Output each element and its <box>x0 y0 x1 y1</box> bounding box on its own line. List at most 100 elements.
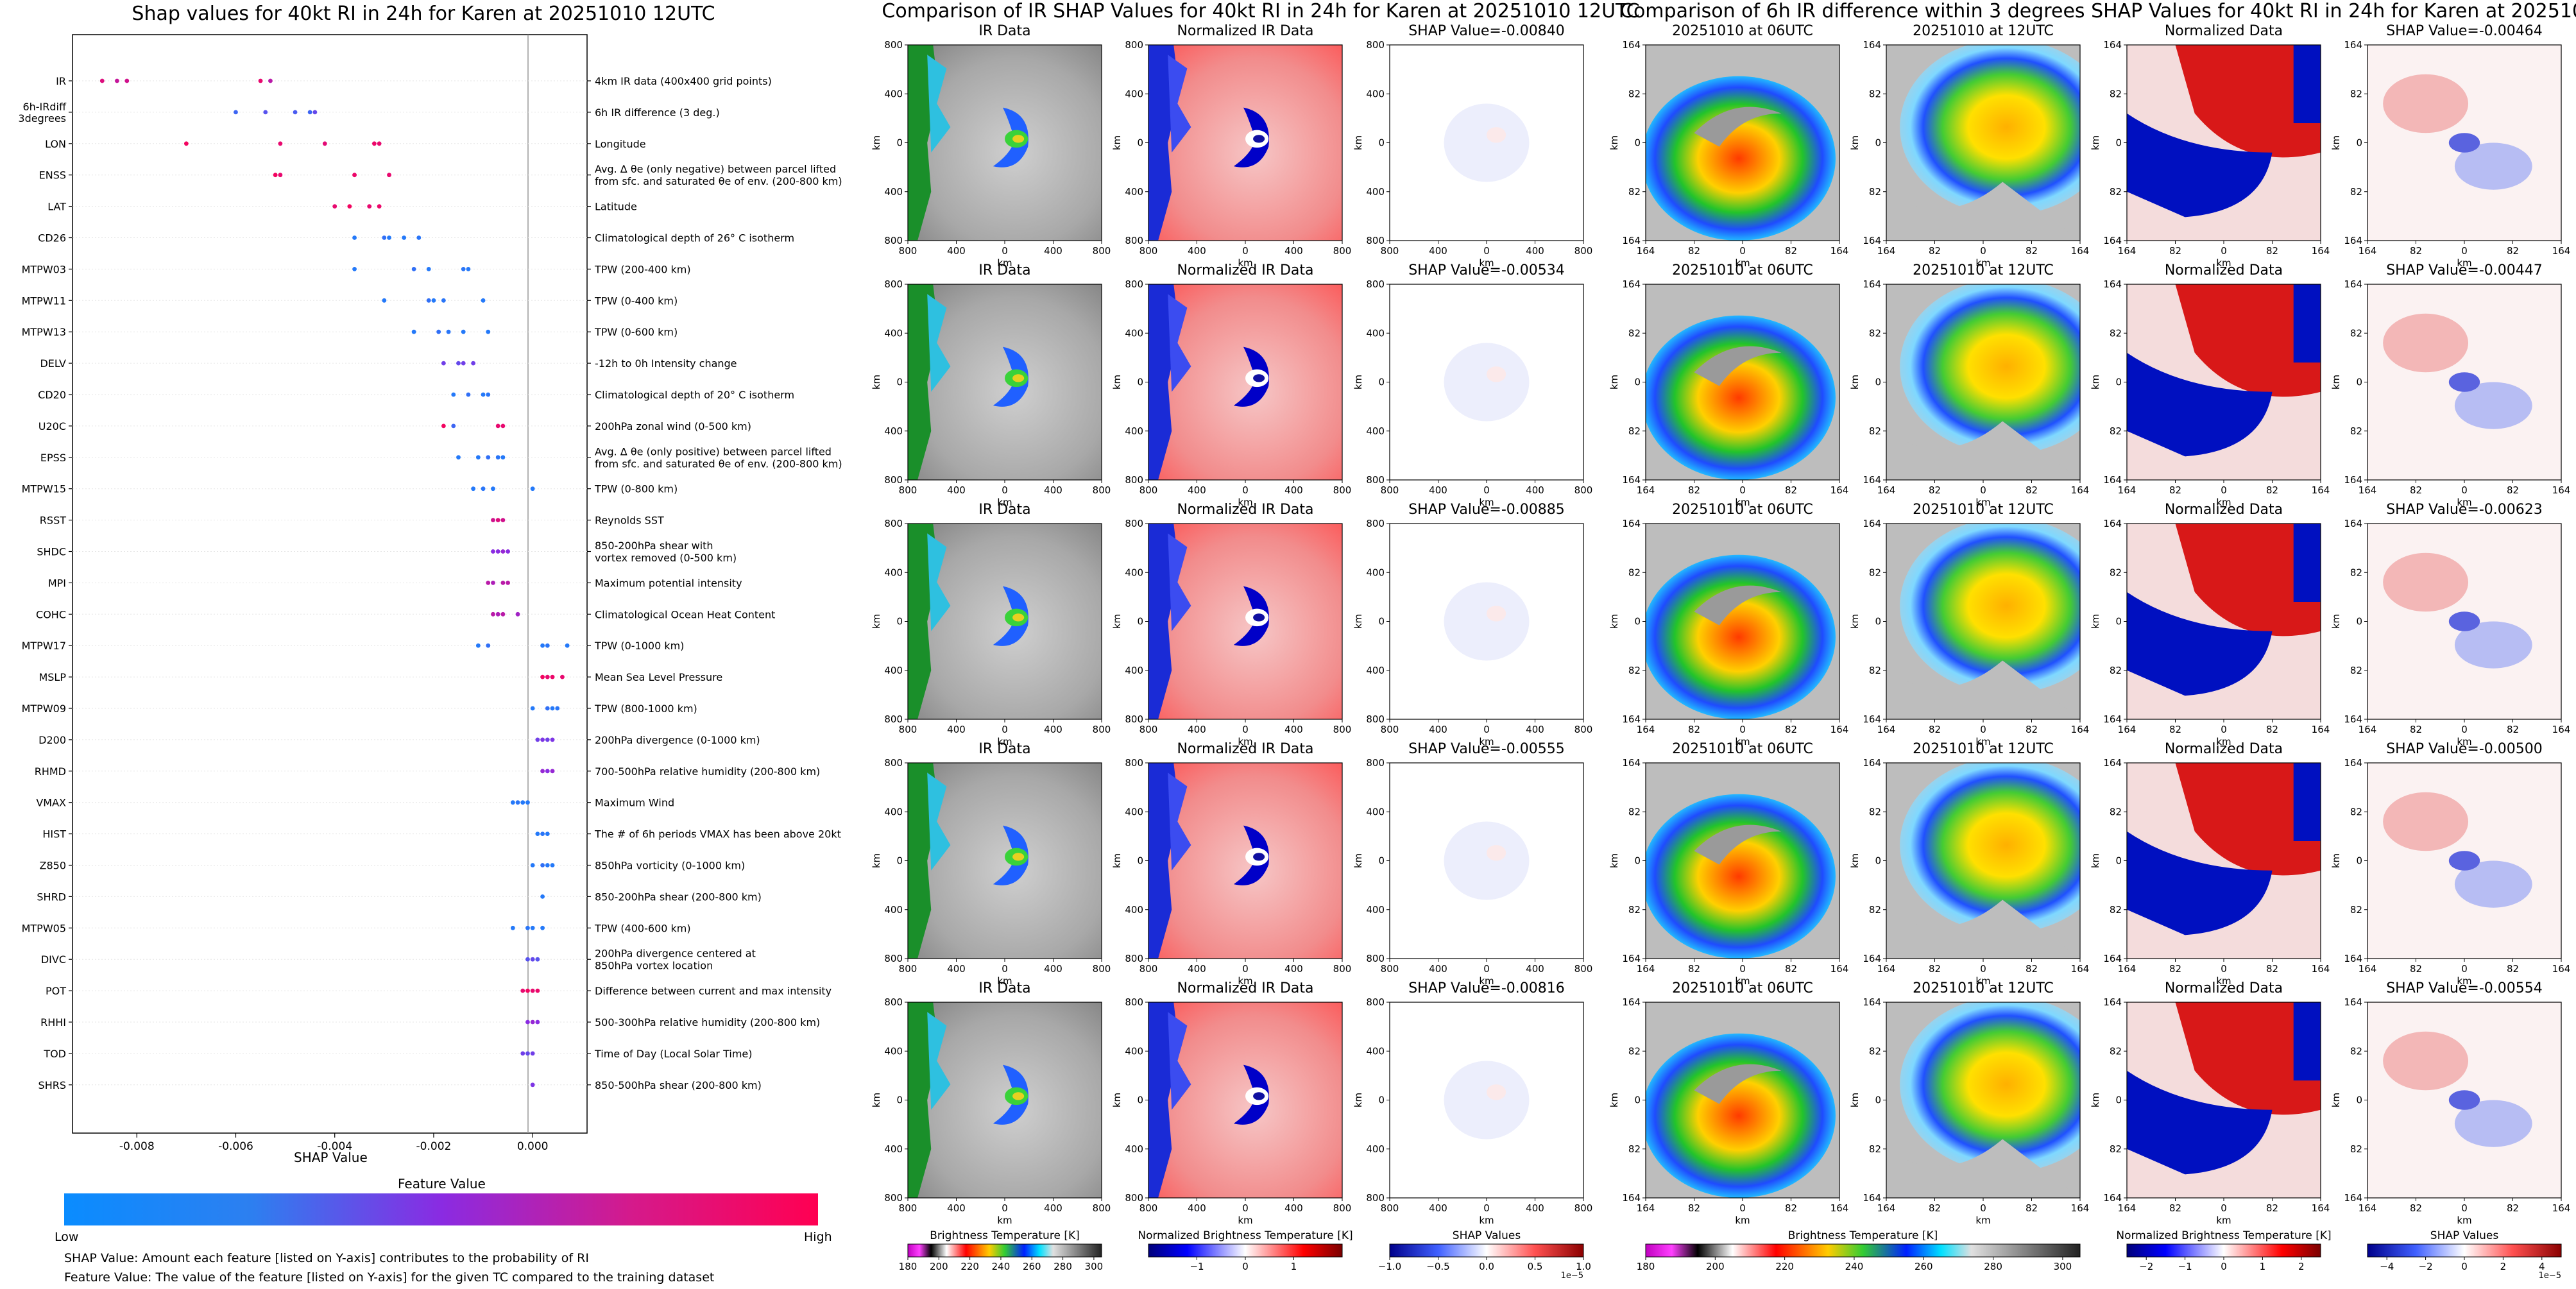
y-tick-label: 82 <box>1628 904 1641 916</box>
x-axis-label: km <box>1238 975 1252 987</box>
y-tick-label: 400 <box>1366 186 1385 198</box>
y-axis-label: km <box>1111 135 1123 150</box>
panel-title: SHAP Value=-0.00534 <box>1408 262 1565 278</box>
shap-blue-area <box>2454 382 2532 429</box>
x-tick-label: 164 <box>2071 724 2090 735</box>
panel-canvas <box>1390 763 1583 959</box>
x-tick-label: 164 <box>1830 1202 1849 1214</box>
y-tick-label: 164 <box>1863 713 1881 725</box>
shap-point <box>535 988 540 993</box>
shap-point <box>99 78 105 83</box>
feature-description: TPW (0-400 km) <box>594 295 678 307</box>
cloud-band <box>927 294 951 392</box>
map-panel: Normalized Data 164 164 82 82 0 0 82 82 164 164 km k… <box>2088 502 2333 749</box>
x-axis-label: km <box>2216 1215 2231 1226</box>
x-tick-label: 400 <box>1429 1202 1447 1214</box>
x-tick-label: 164 <box>2552 1202 2571 1214</box>
map-panel: SHAP Value=-0.00840 800 800 400 400 0 0 400 400 8… <box>1351 23 1596 270</box>
x-tick-label: 82 <box>2507 484 2519 496</box>
cloud-band <box>1168 294 1191 392</box>
y-tick-label: 0 <box>1875 377 1881 388</box>
y-tick-label: 400 <box>884 425 903 437</box>
y-tick-label: 82 <box>2110 904 2122 916</box>
y-tick-label: 0 <box>1634 855 1641 867</box>
shap-point <box>486 581 491 585</box>
panel-title: SHAP Value=-0.00464 <box>2386 23 2543 39</box>
y-tick-label: 0 <box>2356 855 2362 867</box>
y-axis-label: km <box>2330 375 2342 389</box>
y-tick-label: 82 <box>2110 425 2122 437</box>
y-tick-label: 400 <box>1125 567 1143 578</box>
x-axis-label: km <box>2216 975 2231 987</box>
x-axis-label: km <box>1479 497 1494 508</box>
y-tick-label: 800 <box>884 474 903 486</box>
feature-description: from sfc. and saturated θe of env. (200-… <box>595 457 842 470</box>
x-axis-label: km <box>1238 1215 1252 1226</box>
feature-description: 700-500hPa relative humidity (200-800 km… <box>595 765 820 778</box>
colorbar-tick-label: −2 <box>2139 1261 2153 1272</box>
y-tick-label: 82 <box>1869 665 1881 676</box>
y-tick-label: 164 <box>2344 1192 2362 1204</box>
map-panel: Normalized IR Data 800 800 400 400 0 0 400 400 80… <box>1110 23 1355 270</box>
cloud-band <box>927 773 951 871</box>
x-tick-label: 800 <box>1381 1202 1399 1214</box>
x-tick-label: 164 <box>1637 484 1655 496</box>
shap-point <box>475 455 481 460</box>
y-tick-label: 400 <box>1366 1143 1385 1155</box>
shap-point <box>475 643 481 648</box>
x-tick-label: 164 <box>2312 484 2330 496</box>
feature-description: Longitude <box>595 138 646 150</box>
shap-blue-area <box>1444 582 1530 661</box>
cold-anomaly <box>2127 1070 2273 1175</box>
y-tick-label: 164 <box>2344 474 2362 486</box>
shap-point <box>500 581 506 585</box>
panel-title: 20251010 at 06UTC <box>1672 980 1813 996</box>
y-tick-label: 400 <box>884 665 903 676</box>
colorbar-bar <box>1389 1243 1584 1258</box>
panel-image <box>2367 524 2561 719</box>
shap-point <box>545 769 550 774</box>
panel-image <box>2127 284 2321 480</box>
x-tick-label: 0 <box>1483 963 1490 975</box>
warm-anomaly <box>2175 284 2321 397</box>
shap-point <box>312 110 318 115</box>
panel-image <box>908 524 1102 719</box>
clear-sky <box>1886 421 2080 480</box>
x-tick-label: 82 <box>2410 484 2422 496</box>
x-axis-label: km <box>2216 257 2231 269</box>
shap-point <box>540 925 545 930</box>
feature-description: Maximum Wind <box>595 797 674 809</box>
panel-canvas <box>1646 284 1839 480</box>
x-axis-label: km <box>1735 257 1750 269</box>
x-tick-label: 800 <box>899 484 917 496</box>
y-axis-label: km <box>1849 135 1861 150</box>
y-tick-label: 400 <box>884 1045 903 1057</box>
warm-anomaly <box>2175 524 2321 636</box>
x-tick-label: 82 <box>1688 484 1700 496</box>
storm-center <box>1253 135 1265 143</box>
y-tick-label: 0 <box>896 1095 903 1106</box>
shap-x-axis <box>295 1132 359 1151</box>
y-axis-label: km <box>2090 375 2101 389</box>
x-axis-label: km <box>1479 1215 1494 1226</box>
x-tick-label: 800 <box>1333 245 1352 257</box>
colorbar-tick-label: 2 <box>2298 1261 2305 1272</box>
panel-canvas <box>1148 45 1342 241</box>
colorbar-tick-label: −0.5 <box>1426 1261 1449 1272</box>
x-tick-label: 800 <box>1093 484 1111 496</box>
clear-sky <box>1886 660 2080 719</box>
shap-point <box>491 611 495 617</box>
y-tick-label: 400 <box>884 327 903 339</box>
x-tick-label: 400 <box>947 484 966 496</box>
panel-image <box>908 45 1102 241</box>
x-tick-label: 400 <box>1526 963 1544 975</box>
shap-point <box>540 643 545 648</box>
shap-note-1: SHAP Value: Amount each feature [listed … <box>64 1251 589 1265</box>
storm-center <box>1012 135 1025 143</box>
colorbar-tick-label: 280 <box>1053 1261 1072 1272</box>
panel-canvas <box>2127 284 2321 480</box>
warm-anomaly <box>2175 1002 2321 1115</box>
